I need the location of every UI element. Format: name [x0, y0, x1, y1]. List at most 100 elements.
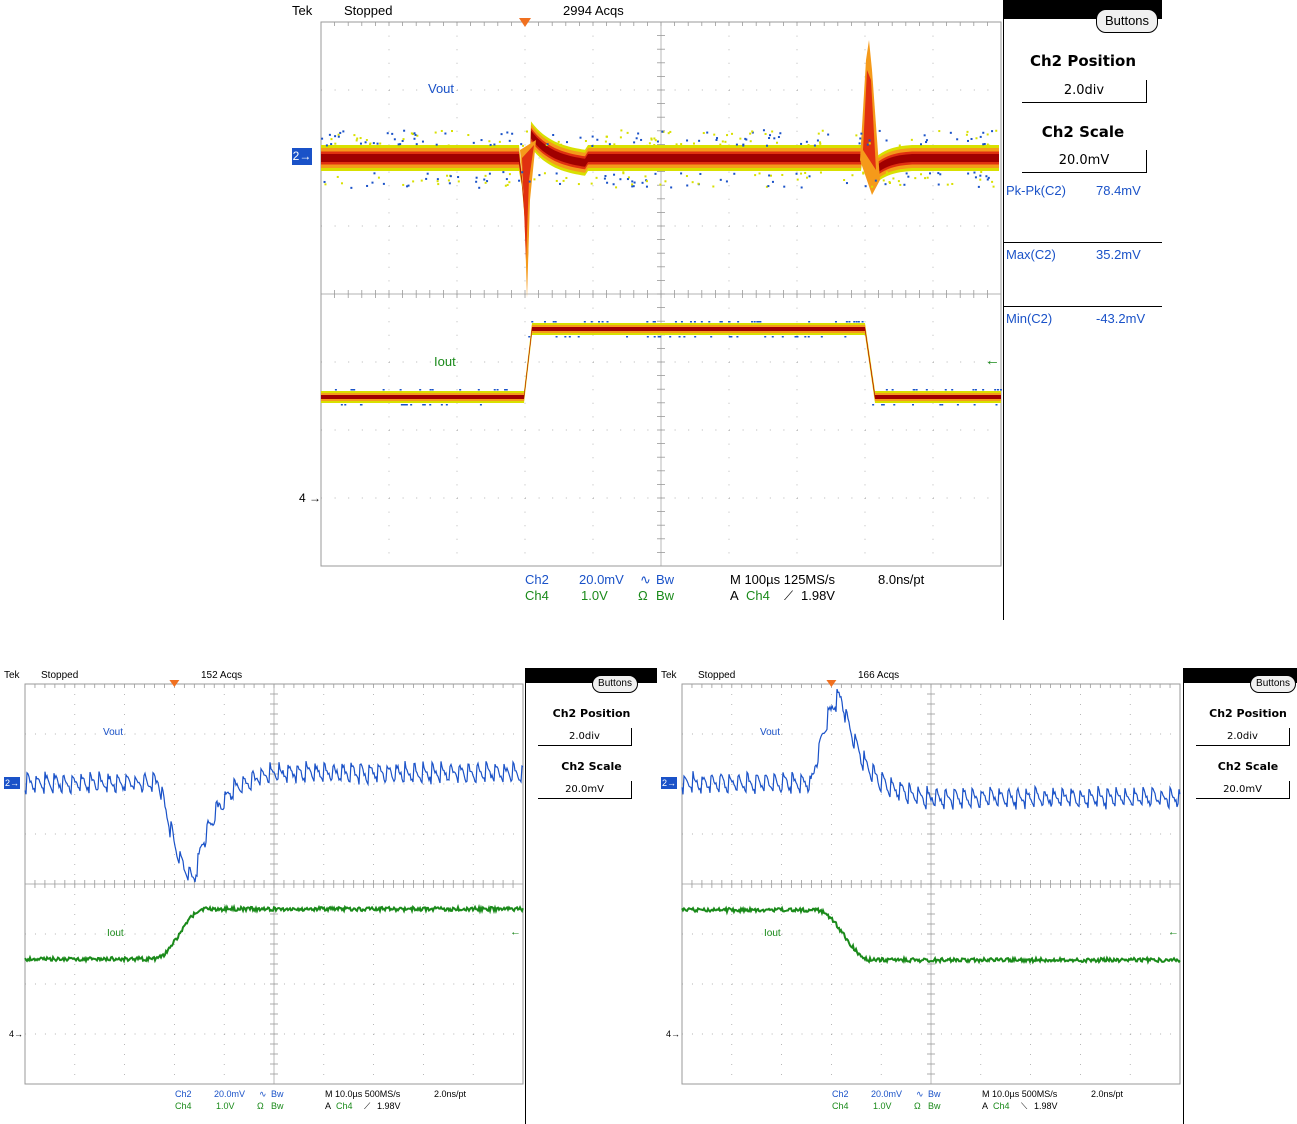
ch2-coupling-icon: ∿ — [259, 1089, 267, 1099]
iout-persistence-dot — [429, 389, 432, 391]
ch4-name: Ch4 — [832, 1101, 849, 1111]
ch2-scale-value[interactable]: 20.0mV — [538, 781, 632, 799]
acquisition-status: Stopped — [344, 3, 393, 18]
vout-persistence-dot — [768, 137, 771, 140]
iout-persistence-dot — [956, 404, 959, 406]
vout-persistence-dot — [359, 142, 362, 145]
measurement-value: 35.2mV — [1096, 247, 1141, 262]
ch2-bandwidth: Bw — [656, 572, 675, 587]
vout-persistence-dot — [685, 175, 688, 178]
iout-persistence-dot — [882, 404, 885, 406]
vout-persistence-dot — [410, 132, 413, 135]
iout-persistence-dot — [756, 321, 759, 323]
iout-persistence-dot — [857, 321, 860, 323]
ch2-reference-marker[interactable]: 2→ — [292, 148, 312, 165]
vout-persistence-dot — [448, 182, 451, 185]
vout-persistence-dot — [686, 139, 689, 142]
vout-persistence-dot — [770, 174, 773, 177]
vout-persistence-dot — [336, 175, 339, 178]
ch4-reference-marker[interactable]: 4 → — [299, 491, 322, 505]
vout-persistence-dot — [555, 179, 558, 182]
trigger-level: 1.98V — [801, 588, 835, 603]
ch2-reference-marker[interactable]: 2→ — [4, 777, 20, 789]
iout-persistence-dot — [820, 336, 823, 338]
vout-persistence-dot — [937, 172, 940, 175]
vout-persistence-dot — [436, 178, 439, 181]
trigger-slope-icon: ⟋ — [364, 1101, 371, 1111]
iout-persistence-dot — [872, 404, 875, 406]
iout-persistence-dot — [598, 321, 601, 323]
vout-persistence-dot — [979, 135, 982, 138]
vout-persistence-dot — [771, 180, 774, 183]
vout-persistence-dot — [884, 183, 887, 186]
iout-persistence-dot — [915, 389, 918, 391]
ch2-position-value[interactable]: 2.0div — [538, 728, 632, 746]
vout-persistence-dot — [983, 143, 986, 146]
vout-persistence-dot — [633, 181, 636, 184]
iout-persistence-dot — [925, 389, 928, 391]
ch2-position-value[interactable]: 2.0div — [1196, 728, 1290, 746]
iout-trace — [24, 903, 524, 964]
iout-persistence-dot — [804, 336, 807, 338]
iout-persistence-dot — [994, 389, 997, 391]
vout-persistence-dot — [742, 144, 745, 147]
vout-persistence-dot — [795, 172, 798, 175]
ch4-trigger-level-arrow: ← — [510, 926, 521, 938]
vout-persistence-dot — [604, 174, 607, 177]
vout-persistence-dot — [631, 180, 634, 183]
ch2-scale-value[interactable]: 20.0mV — [1196, 781, 1290, 799]
ch4-reference-marker[interactable]: 4→ — [9, 1029, 24, 1039]
ch4-reference-marker[interactable]: 4→ — [666, 1029, 681, 1039]
buttons-button[interactable]: Buttons — [1096, 9, 1158, 33]
vout-persistence-dot — [966, 139, 969, 142]
measurement-label: Min(C2) — [1006, 311, 1053, 326]
vout-persistence-dot — [369, 142, 372, 145]
vout-persistence-dot — [416, 134, 419, 137]
side-menu: Buttons Ch2 Position 2.0div Ch2 Scale 20… — [1183, 668, 1297, 1124]
iout-persistence-dot — [674, 321, 677, 323]
vout-persistence-dot — [489, 143, 492, 146]
ch2-scale-value[interactable]: 20.0mV — [1022, 150, 1147, 173]
iout-persistence-dot — [912, 389, 915, 391]
vout-persistence-dot — [767, 185, 770, 188]
ch4-coupling-icon: Ω — [914, 1101, 921, 1111]
vout-persistence-dot — [488, 172, 491, 175]
iout-persistence-dot — [693, 321, 696, 323]
iout-persistence-dot — [974, 389, 977, 391]
ch4-marker-label: 4 — [666, 1029, 672, 1039]
iout-persistence-dot — [504, 389, 507, 391]
vout-persistence-dot — [437, 183, 440, 186]
vout-persistence-dot — [650, 137, 653, 140]
iout-persistence-dot — [982, 389, 985, 391]
buttons-button[interactable]: Buttons — [1250, 675, 1296, 693]
iout-persistence-dot — [844, 336, 847, 338]
vout-persistence-dot — [579, 136, 582, 139]
ch2-reference-marker[interactable]: 2→ — [661, 777, 677, 789]
vout-persistence-dot — [697, 182, 700, 185]
vout-persistence-dot — [435, 143, 438, 146]
vout-persistence-dot — [325, 144, 328, 147]
iout-persistence-dot — [807, 336, 810, 338]
vout-persistence-dot — [715, 138, 718, 141]
ch4-marker-label: 4 — [299, 491, 306, 505]
iout-persistence-dot — [885, 389, 888, 391]
vout-persistence-dot — [546, 143, 549, 146]
vout-persistence-dot — [779, 132, 782, 135]
vout-persistence-dot — [982, 143, 985, 146]
iout-persistence-dot — [972, 389, 975, 391]
iout-persistence-dot — [382, 389, 385, 391]
iout-persistence-dot — [973, 404, 976, 406]
iout-persistence-dot — [720, 321, 723, 323]
iout-persistence-dot — [764, 336, 767, 338]
iout-persistence-dot — [554, 321, 557, 323]
vout-persistence-dot — [644, 175, 647, 178]
iout-persistence-dot — [606, 321, 609, 323]
iout-persistence-dot — [646, 321, 649, 323]
vout-persistence-dot — [379, 142, 382, 145]
timebase-readout: M 10.0µs 500MS/s — [325, 1089, 401, 1099]
ch2-position-value[interactable]: 2.0div — [1022, 80, 1147, 103]
vout-persistence-dot — [606, 181, 609, 184]
vout-persistence-dot — [662, 130, 665, 133]
vout-persistence-dot — [923, 134, 926, 137]
buttons-button[interactable]: Buttons — [592, 675, 638, 693]
